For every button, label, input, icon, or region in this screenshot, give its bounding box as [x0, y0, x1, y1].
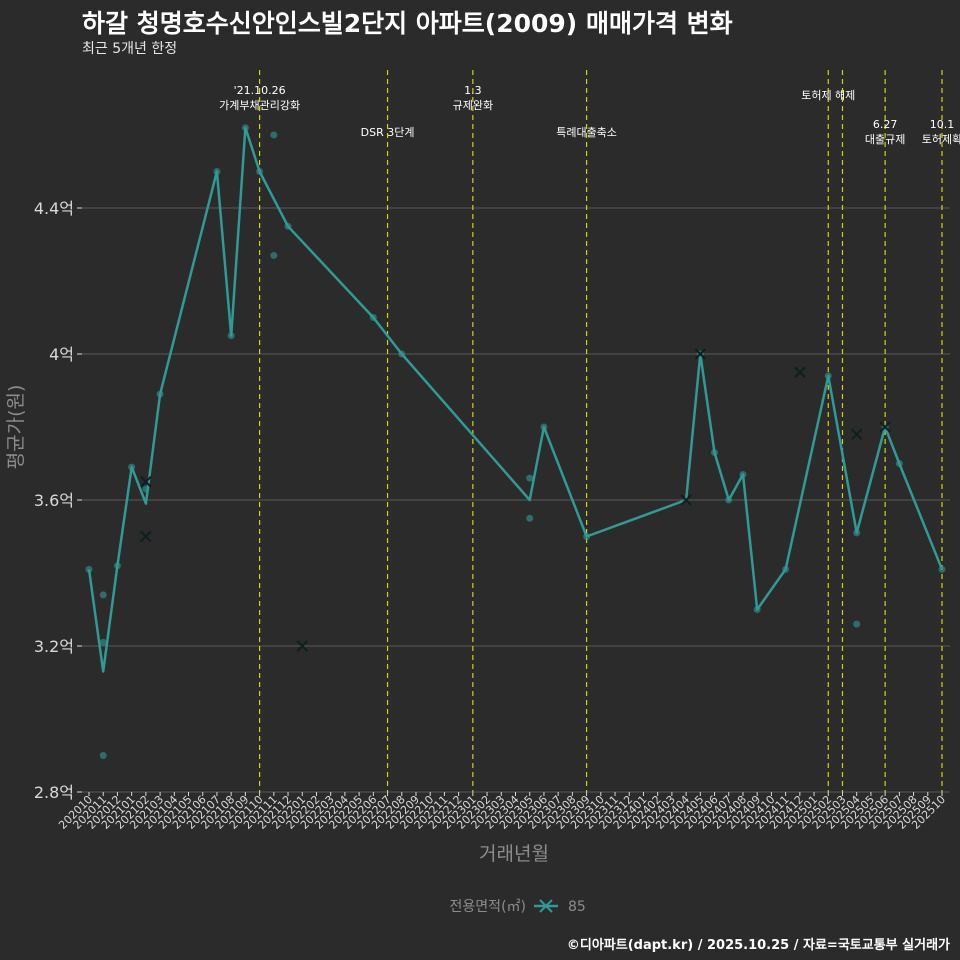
x-marker-stroke	[140, 476, 152, 488]
y-tick-label: 3.6억	[34, 491, 74, 510]
event-label: 10.1	[930, 118, 955, 131]
x-axis-title: 거래년월	[479, 843, 549, 865]
x-marker-stroke	[680, 494, 692, 506]
y-tick-label: 4억	[49, 345, 74, 364]
event-label: 가계부채관리강화	[219, 99, 300, 112]
event-label: 6.27	[873, 118, 898, 131]
data-point	[99, 752, 107, 759]
x-marker	[680, 494, 692, 506]
x-marker	[879, 421, 891, 433]
event-label: '21.10.26	[234, 84, 286, 97]
x-marker-stroke	[296, 640, 308, 652]
event-label: 토허제 해제	[801, 88, 855, 102]
x-marker-stroke	[879, 421, 891, 433]
event-label: 대출규제	[865, 133, 905, 146]
y-tick-label: 2.8억	[34, 783, 74, 802]
event-label: 1.3	[464, 84, 482, 97]
y-axis-title: 평균가(원)	[5, 385, 27, 470]
chart-title: 하갈 청명호수신안인스빌2단지 아파트(2009) 매매가격 변화	[82, 9, 733, 38]
data-point	[270, 131, 278, 139]
series-85	[85, 124, 946, 759]
y-tick-label: 4.4억	[34, 199, 74, 218]
source-caption: ©디아파트(dapt.kr) / 2025.10.25 / 자료=국토교통부 실…	[566, 938, 950, 953]
data-point	[526, 514, 534, 522]
event-label: 특례대출축소	[556, 126, 617, 139]
x-marker	[794, 366, 806, 378]
x-marker	[850, 428, 863, 441]
x-marker-stroke	[694, 348, 707, 360]
x-marker	[140, 476, 152, 488]
x-marker	[694, 348, 707, 360]
event-label: DSR 3단계	[361, 126, 415, 139]
series-line	[87, 126, 944, 673]
legend-label: 85	[568, 899, 586, 915]
y-tick-label: 3.2억	[34, 637, 74, 656]
x-marker-stroke	[140, 530, 152, 543]
data-point	[270, 251, 278, 259]
x-marker-stroke	[850, 428, 863, 441]
x-marker-stroke	[794, 366, 806, 378]
data-point	[853, 620, 861, 628]
x-marker	[140, 530, 152, 543]
data-point	[99, 638, 107, 646]
event-label: 토허제확	[922, 133, 960, 146]
data-point	[526, 474, 534, 482]
event-label: 규제완화	[453, 99, 493, 112]
x-marker	[296, 640, 308, 652]
legend-title: 전용면적(㎡)	[450, 899, 526, 915]
axes: 2.8억3.2억3.6억4억4.4억평균가(원)2020102020112020…	[5, 199, 948, 865]
legend: 전용면적(㎡) 85	[450, 899, 586, 915]
chart-subtitle: 최근 5개년 한정	[82, 41, 178, 57]
legend-marker	[539, 899, 553, 913]
grid-lines	[82, 207, 950, 793]
data-point	[99, 591, 107, 599]
